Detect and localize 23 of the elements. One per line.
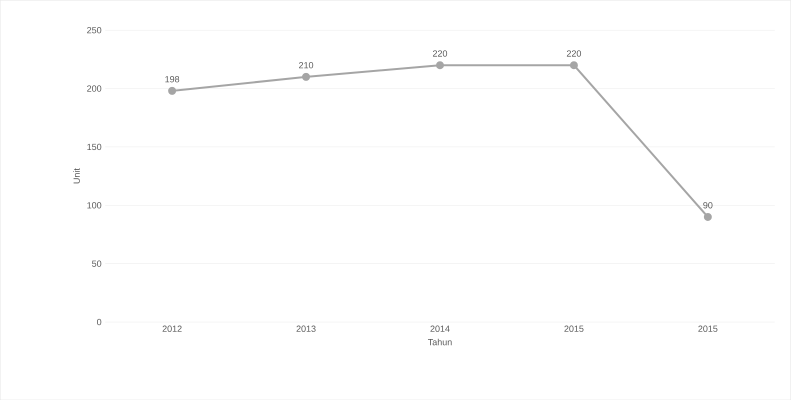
- data-label: 198: [165, 76, 180, 82]
- y-tick-label: 200: [87, 85, 102, 92]
- data-label: 220: [432, 50, 448, 57]
- x-tick-label: 2015: [698, 325, 718, 332]
- point: [168, 86, 176, 95]
- x-tick-label: 2013: [296, 325, 316, 332]
- y-tick-label: 50: [92, 260, 102, 267]
- y-tick-label: 100: [87, 202, 102, 208]
- y-axis-title: Unit: [73, 168, 80, 184]
- x-tick-label: 2012: [162, 325, 182, 332]
- x-tick-label: 2014: [430, 325, 450, 332]
- x-tick-label: 2015: [564, 325, 584, 332]
- data-label: 220: [566, 50, 582, 57]
- point: [436, 61, 444, 70]
- data-label: 90: [703, 202, 712, 208]
- y-tick-label: 0: [96, 318, 102, 326]
- point: [570, 61, 578, 70]
- x-axis-title: Tahun: [428, 338, 452, 346]
- point: [302, 72, 310, 81]
- point: [704, 212, 712, 221]
- y-tick-label: 150: [87, 144, 102, 150]
- data-label: 210: [299, 62, 314, 68]
- y-tick-label: 250: [87, 26, 102, 34]
